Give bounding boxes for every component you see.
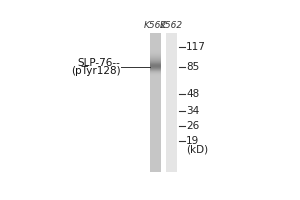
Text: K562: K562: [144, 21, 167, 30]
Text: 26: 26: [186, 121, 200, 131]
Text: K562: K562: [160, 21, 183, 30]
Text: (pTyr128): (pTyr128): [71, 66, 120, 76]
Text: 117: 117: [186, 42, 206, 52]
Text: (kD): (kD): [186, 145, 208, 155]
Text: SLP-76--: SLP-76--: [77, 58, 120, 68]
Text: 19: 19: [186, 136, 200, 146]
Text: 48: 48: [186, 89, 200, 99]
Text: 85: 85: [186, 62, 200, 72]
Text: 34: 34: [186, 106, 200, 116]
